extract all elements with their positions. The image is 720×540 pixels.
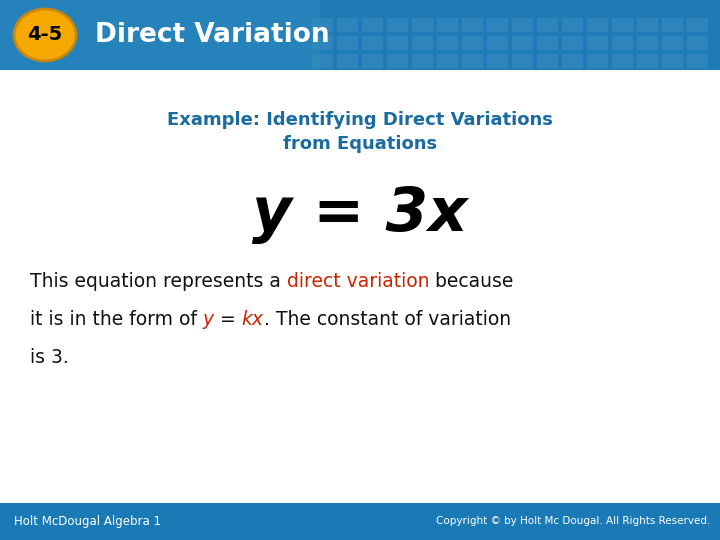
Bar [562, 36, 583, 50]
Text: kx: kx [242, 310, 264, 329]
Bar [387, 54, 408, 68]
Text: from Equations: from Equations [283, 135, 437, 153]
Text: . The constant of variation: . The constant of variation [264, 310, 511, 329]
Text: =: = [214, 310, 242, 329]
Bar [362, 54, 383, 68]
Bar [512, 54, 533, 68]
Bar [0, 0, 720, 70]
Bar [487, 36, 508, 50]
Text: it is in the form of: it is in the form of [30, 310, 203, 329]
Bar [387, 18, 408, 32]
Bar [637, 54, 658, 68]
Bar [587, 18, 608, 32]
Bar [462, 36, 483, 50]
Bar [537, 54, 558, 68]
Bar [537, 18, 558, 32]
Bar [312, 54, 333, 68]
Bar [337, 36, 358, 50]
Bar [637, 18, 658, 32]
Text: Copyright © by Holt Mc Dougal. All Rights Reserved.: Copyright © by Holt Mc Dougal. All Right… [436, 516, 710, 526]
Bar [437, 36, 458, 50]
Ellipse shape [14, 9, 76, 61]
Bar [362, 18, 383, 32]
Bar [662, 54, 683, 68]
Bar [687, 54, 708, 68]
Text: direct variation: direct variation [287, 272, 429, 291]
Bar [662, 18, 683, 32]
Bar [412, 18, 433, 32]
Bar [337, 54, 358, 68]
Bar [537, 36, 558, 50]
Bar [437, 54, 458, 68]
Bar [562, 18, 583, 32]
Bar [687, 18, 708, 32]
Text: y: y [203, 310, 214, 329]
Text: This equation represents a: This equation represents a [30, 272, 287, 291]
Bar [462, 54, 483, 68]
Bar [662, 36, 683, 50]
Bar [337, 18, 358, 32]
Bar [637, 36, 658, 50]
Bar [687, 36, 708, 50]
Bar [512, 18, 533, 32]
Bar [512, 36, 533, 50]
Bar [462, 18, 483, 32]
Text: Direct Variation: Direct Variation [95, 22, 330, 48]
Bar [412, 54, 433, 68]
Bar [312, 18, 333, 32]
Bar [312, 36, 333, 50]
Bar [487, 18, 508, 32]
Text: because: because [429, 272, 514, 291]
Bar [562, 54, 583, 68]
Text: Example: Identifying Direct Variations: Example: Identifying Direct Variations [167, 111, 553, 129]
Bar [437, 18, 458, 32]
Bar [487, 54, 508, 68]
Bar [587, 54, 608, 68]
Bar [612, 54, 633, 68]
Bar [387, 36, 408, 50]
Bar [612, 18, 633, 32]
Text: y = 3x: y = 3x [252, 186, 468, 245]
Bar [362, 36, 383, 50]
Text: 4-5: 4-5 [27, 25, 63, 44]
Bar [0, 0, 320, 70]
Text: Holt McDougal Algebra 1: Holt McDougal Algebra 1 [14, 515, 161, 528]
Text: is 3.: is 3. [30, 348, 68, 367]
Bar [0, 503, 720, 540]
Bar [587, 36, 608, 50]
Bar [612, 36, 633, 50]
Bar [412, 36, 433, 50]
